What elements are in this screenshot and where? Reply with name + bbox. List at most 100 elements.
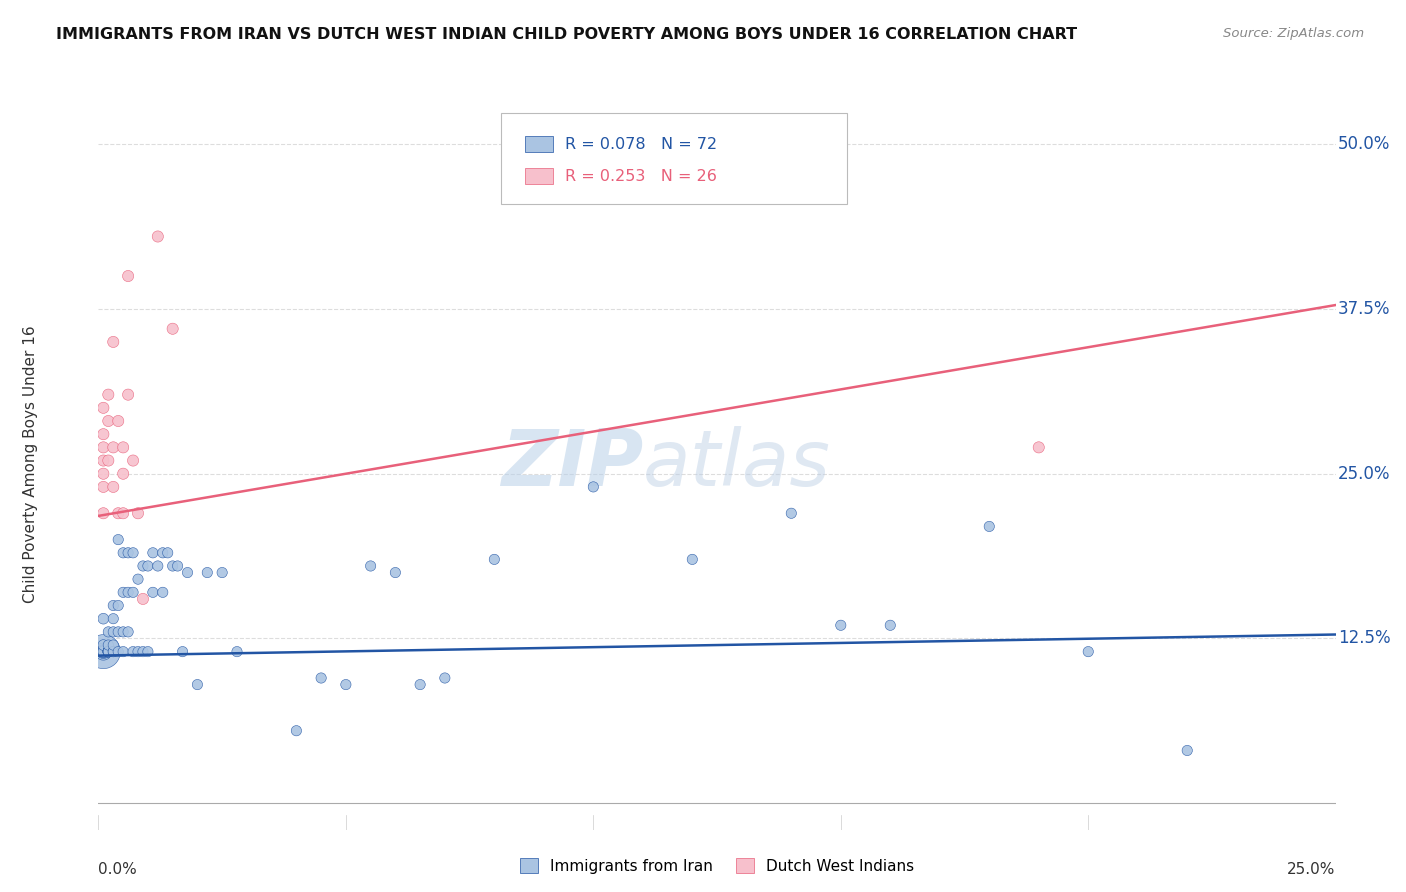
Text: 0.0%: 0.0% [98,863,138,878]
Point [122,645,145,659]
Point [172,645,194,659]
Point [122,585,145,599]
Point [142,546,165,560]
Point [152,585,174,599]
Point [360,559,382,574]
Point [93,645,115,659]
Point [93,645,115,659]
Text: R = 0.253   N = 26: R = 0.253 N = 26 [565,169,717,184]
Text: Child Poverty Among Boys Under 16: Child Poverty Among Boys Under 16 [22,325,38,603]
FancyBboxPatch shape [526,169,553,185]
Point [309,671,332,685]
Point [97,414,120,428]
Point [117,624,139,639]
Text: 12.5%: 12.5% [1339,630,1391,648]
Point [93,467,115,481]
Point [103,624,125,639]
Point [433,671,456,685]
Point [195,566,218,580]
Point [93,645,115,659]
Point [484,552,506,566]
Text: 25.0%: 25.0% [1339,465,1391,483]
Point [97,645,120,659]
Point [97,645,120,659]
Point [97,453,120,467]
Point [146,559,169,574]
Point [132,645,155,659]
Point [107,645,129,659]
Point [103,480,125,494]
Point [97,387,120,401]
Point [93,427,115,442]
Point [879,618,901,632]
Point [93,645,115,659]
Point [122,453,145,467]
Text: 37.5%: 37.5% [1339,300,1391,318]
Point [1077,645,1099,659]
Point [107,599,129,613]
Point [162,322,184,336]
Point [122,546,145,560]
Point [780,506,803,520]
Point [93,645,115,659]
Text: 25.0%: 25.0% [1288,863,1336,878]
Point [112,441,135,455]
Point [107,624,129,639]
Point [582,480,605,494]
Point [103,334,125,349]
Point [211,566,233,580]
Point [97,624,120,639]
Point [117,387,139,401]
Point [112,645,135,659]
FancyBboxPatch shape [501,112,846,204]
Point [152,546,174,560]
Point [166,559,188,574]
Point [1028,441,1050,455]
Point [117,546,139,560]
Point [93,401,115,415]
Point [142,585,165,599]
Point [103,645,125,659]
Point [1175,743,1198,757]
Point [107,506,129,520]
Text: Source: ZipAtlas.com: Source: ZipAtlas.com [1223,27,1364,40]
Point [136,559,159,574]
Point [112,546,135,560]
Legend: Immigrants from Iran, Dutch West Indians: Immigrants from Iran, Dutch West Indians [513,852,921,880]
Point [226,645,249,659]
Point [136,645,159,659]
Point [97,645,120,659]
Point [97,645,120,659]
Point [97,645,120,659]
Point [117,268,139,283]
Point [97,645,120,659]
Point [162,559,184,574]
Point [146,229,169,244]
Point [93,441,115,455]
Point [107,414,129,428]
Point [93,645,115,659]
Text: atlas: atlas [643,425,831,502]
Point [127,645,149,659]
Point [93,453,115,467]
Point [112,624,135,639]
Point [103,599,125,613]
Point [176,566,198,580]
Point [103,612,125,626]
Point [156,546,179,560]
Point [112,506,135,520]
Point [409,677,432,691]
FancyBboxPatch shape [526,136,553,153]
Point [335,677,357,691]
Point [830,618,852,632]
Point [103,441,125,455]
Point [127,506,149,520]
Point [186,677,208,691]
Point [285,723,308,738]
Point [112,585,135,599]
Text: R = 0.078   N = 72: R = 0.078 N = 72 [565,136,717,152]
Point [97,638,120,652]
Point [93,638,115,652]
Point [93,506,115,520]
Point [107,533,129,547]
